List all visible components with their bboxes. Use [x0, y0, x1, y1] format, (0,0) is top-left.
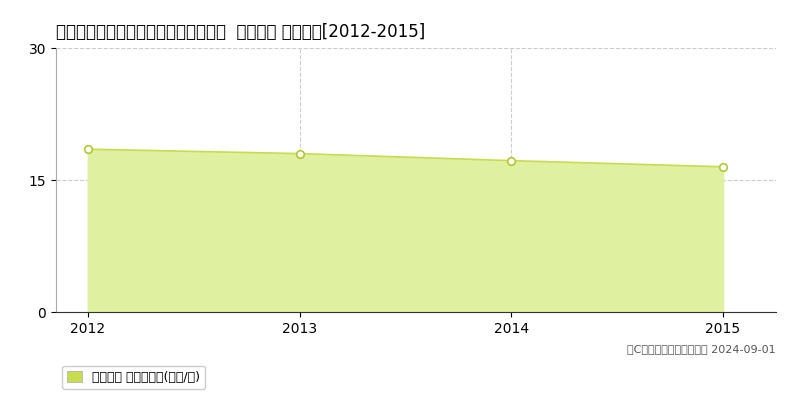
Point	[293, 150, 306, 157]
Point	[505, 158, 518, 164]
Text: （C）土地価格ドットコム 2024-09-01: （C）土地価格ドットコム 2024-09-01	[627, 344, 776, 354]
Point	[717, 164, 730, 170]
Text: 和歌山県新宮市仲之町２丁目２番４外  地価公示 地価推移[2012-2015]: 和歌山県新宮市仲之町２丁目２番４外 地価公示 地価推移[2012-2015]	[56, 23, 426, 41]
Legend: 地価公示 平均坪単価(万円/坪): 地価公示 平均坪単価(万円/坪)	[62, 366, 206, 389]
Point	[82, 146, 94, 152]
